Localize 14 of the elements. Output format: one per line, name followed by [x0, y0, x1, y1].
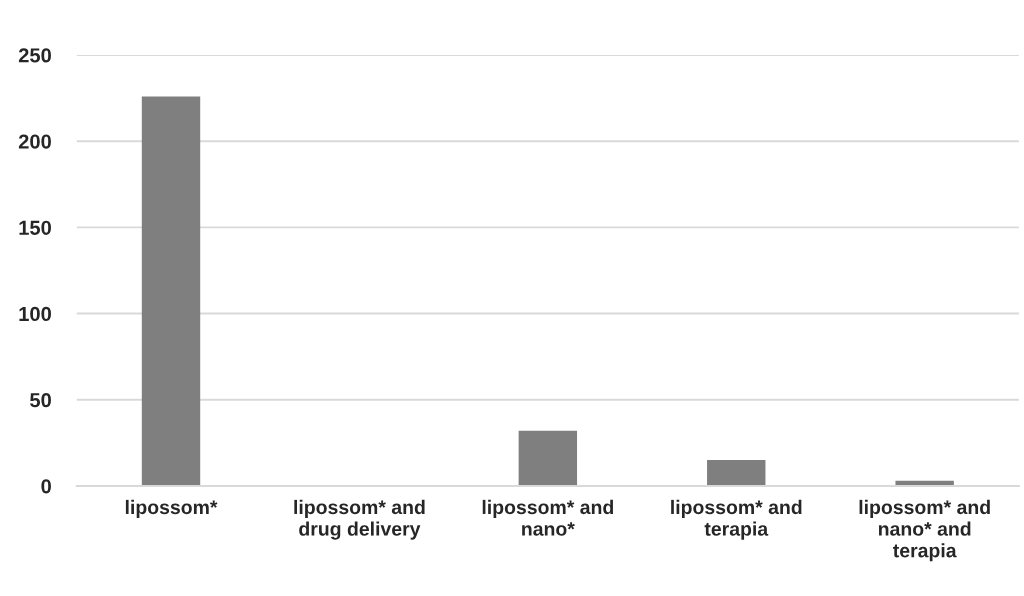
y-tick-label: 50	[30, 393, 51, 408]
y-tick-label: 100	[19, 306, 51, 322]
bar	[141, 96, 201, 486]
bar	[707, 460, 766, 486]
x-tick-label: lipossom* and drug delivery	[294, 499, 425, 540]
x-tick-label: lipossom* and nano* and terapia	[859, 499, 990, 562]
y-tick-label: 200	[18, 134, 51, 149]
x-tick-label: lipossom*	[125, 499, 218, 518]
bar	[518, 430, 578, 486]
x-tick-label: lipossom* and nano*	[482, 499, 614, 536]
y-tick-label: 150	[19, 220, 51, 235]
x-tick-label: lipossom* and terapia	[671, 499, 802, 540]
y-tick-label: 250	[18, 48, 51, 63]
y-tick-label: 0	[41, 479, 51, 494]
